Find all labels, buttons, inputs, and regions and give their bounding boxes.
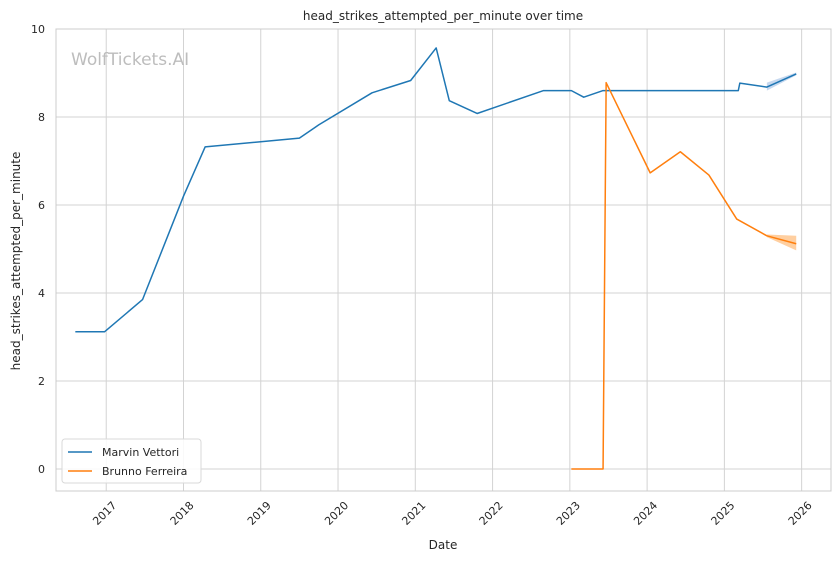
- y-axis-ticks: 0 2 4 6 8 10: [31, 23, 45, 476]
- plot-area: [56, 29, 831, 491]
- watermark-text: WolfTickets.AI: [71, 50, 189, 70]
- x-tick-label: 2017: [90, 499, 119, 528]
- x-tick-label: 2024: [631, 499, 660, 528]
- x-tick-label: 2026: [786, 499, 815, 528]
- y-tick-label: 0: [38, 463, 45, 476]
- x-tick-label: 2025: [708, 499, 737, 528]
- x-tick-label: 2022: [477, 499, 506, 528]
- legend-label: Marvin Vettori: [102, 446, 179, 459]
- x-axis-ticks: 2017 2018 2019 2020 2021 2022 2023 2024 2025 2026: [90, 499, 814, 528]
- x-axis-label: Date: [429, 538, 458, 552]
- y-tick-label: 8: [38, 111, 45, 124]
- series-line: [571, 81, 797, 470]
- plot-background: [56, 29, 831, 491]
- series-line: [75, 47, 797, 333]
- x-gridlines: [105, 29, 803, 491]
- legend: Marvin Vettori Brunno Ferreira: [61, 438, 202, 484]
- plot-border: [55, 28, 832, 492]
- y-tick-label: 2: [38, 375, 45, 388]
- series-lines: [75, 47, 797, 470]
- x-tick-label: 2019: [245, 499, 274, 528]
- y-axis-label: head_strikes_attempted_per_minute: [9, 152, 23, 371]
- x-tick-label: 2023: [554, 499, 583, 528]
- y-tick-label: 6: [38, 199, 45, 212]
- legend-box: [61, 438, 202, 484]
- plot-frame: [55, 28, 832, 492]
- x-tick-label: 2018: [168, 499, 197, 528]
- legend-label: Brunno Ferreira: [102, 465, 187, 478]
- x-tick-label: 2020: [322, 499, 351, 528]
- chart-title: head_strikes_attempted_per_minute over t…: [303, 9, 583, 23]
- x-tick-label: 2021: [399, 499, 428, 528]
- y-tick-label: 4: [38, 287, 45, 300]
- y-tick-label: 10: [31, 23, 45, 36]
